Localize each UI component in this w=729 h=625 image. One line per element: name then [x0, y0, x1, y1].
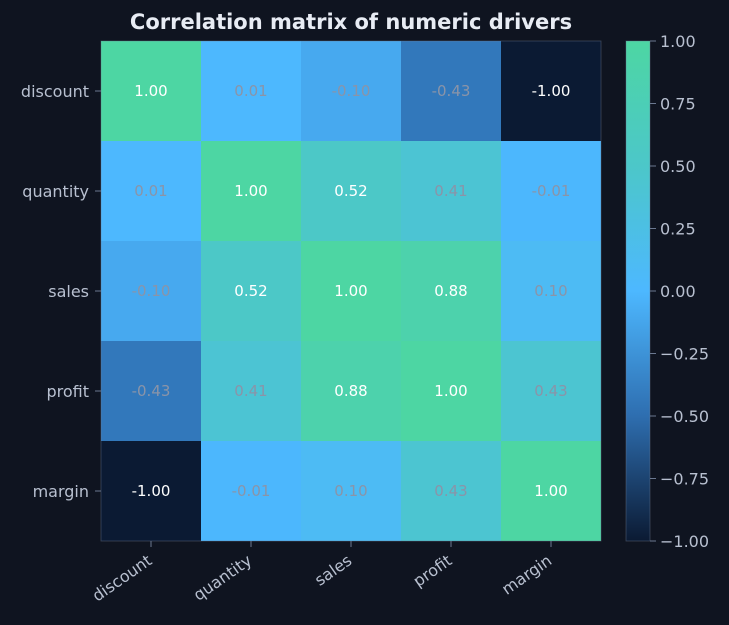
cell-value-label: 0.43 — [534, 382, 567, 400]
cell-value-label: 0.41 — [234, 382, 267, 400]
heatmap-cell-quantity-discount — [101, 141, 201, 241]
heatmap-cell-discount-margin — [501, 41, 601, 141]
heatmap-cell-sales-discount — [101, 241, 201, 341]
row-tick-label-margin: margin — [33, 482, 89, 501]
heatmap-cell-discount-profit — [401, 41, 501, 141]
colorbar-tick-label: 0.50 — [660, 157, 696, 176]
heatmap-cell-discount-discount — [101, 41, 201, 141]
heatmap-cell-margin-sales — [301, 441, 401, 541]
colorbar-tick-label: 0.75 — [660, 95, 696, 114]
heatmap-cell-discount-quantity — [201, 41, 301, 141]
heatmap-cell-labels: 1.00 0.01 -0.10 -0.43 -1.00 0.01 1.00 0.52 0.41 -… — [132, 82, 571, 500]
cell-value-label: 0.43 — [434, 482, 467, 500]
row-tick-label-quantity: quantity — [22, 182, 89, 201]
heatmap-cell-margin-profit — [401, 441, 501, 541]
cell-value-label: 0.01 — [134, 182, 167, 200]
colorbar-tick-label: 0.25 — [660, 220, 696, 239]
cell-value-label: -0.01 — [232, 482, 271, 500]
heatmap-cell-discount-sales — [301, 41, 401, 141]
heatmap-cell-margin-quantity — [201, 441, 301, 541]
heatmap-cell-profit-discount — [101, 341, 201, 441]
heatmap-cell-profit-sales — [301, 341, 401, 441]
cell-value-label: 1.00 — [334, 282, 367, 300]
heatmap-cell-profit-margin — [501, 341, 601, 441]
cell-value-label: -0.10 — [132, 282, 171, 300]
colorbar-tick-label: 0.00 — [660, 282, 696, 301]
heatmap-cell-sales-margin — [501, 241, 601, 341]
heatmap-cell-quantity-margin — [501, 141, 601, 241]
cell-value-label: 0.41 — [434, 182, 467, 200]
cell-value-label: 0.88 — [434, 282, 467, 300]
cell-value-label: 0.52 — [234, 282, 267, 300]
colorbar-gradient — [626, 41, 650, 541]
heatmap-cell-quantity-profit — [401, 141, 501, 241]
cell-value-label: 0.10 — [534, 282, 567, 300]
colorbar-tick-label: −0.75 — [660, 470, 709, 489]
row-tick-label-discount: discount — [21, 82, 89, 101]
heatmap-cells — [100, 40, 602, 542]
heatmap-cell-profit-quantity — [201, 341, 301, 441]
cell-value-label: 1.00 — [534, 482, 567, 500]
colorbar-tick-label: 1.00 — [660, 32, 696, 51]
colorbar: 1.00 0.75 0.50 0.25 0.00 −0.25 −0.50 −0.75 −1.00 — [625, 32, 709, 551]
heatmap-cell-margin-margin — [501, 441, 601, 541]
cell-value-label: 1.00 — [434, 382, 467, 400]
cell-value-label: 0.10 — [334, 482, 367, 500]
chart-title: Correlation matrix of numeric drivers — [130, 10, 572, 34]
cell-value-label: -1.00 — [132, 482, 171, 500]
colorbar-tick-label: −0.50 — [660, 407, 709, 426]
heatmap-cell-margin-discount — [101, 441, 201, 541]
cell-value-label: 0.01 — [234, 82, 267, 100]
heatmap-cell-sales-sales — [301, 241, 401, 341]
cell-value-label: 0.88 — [334, 382, 367, 400]
colorbar-tick-label: −0.25 — [660, 345, 709, 364]
row-tick-label-profit: profit — [46, 382, 89, 401]
cell-value-label: -0.10 — [332, 82, 371, 100]
cell-value-label: 1.00 — [134, 82, 167, 100]
cell-value-label: -0.01 — [532, 182, 571, 200]
heatmap-cell-sales-quantity — [201, 241, 301, 341]
heatmap-cell-quantity-sales — [301, 141, 401, 241]
heatmap-cell-sales-profit — [401, 241, 501, 341]
cell-value-label: 1.00 — [234, 182, 267, 200]
cell-value-label: 0.52 — [334, 182, 367, 200]
row-tick-labels: discount quantity sales profit margin — [21, 82, 101, 501]
row-tick-label-sales: sales — [48, 282, 89, 301]
cell-value-label: -0.43 — [132, 382, 171, 400]
cell-value-label: -1.00 — [532, 82, 571, 100]
colorbar-tick-label: −1.00 — [660, 532, 709, 551]
heatmap-cell-profit-profit — [401, 341, 501, 441]
heatmap-cell-quantity-quantity — [201, 141, 301, 241]
cell-value-label: -0.43 — [432, 82, 471, 100]
